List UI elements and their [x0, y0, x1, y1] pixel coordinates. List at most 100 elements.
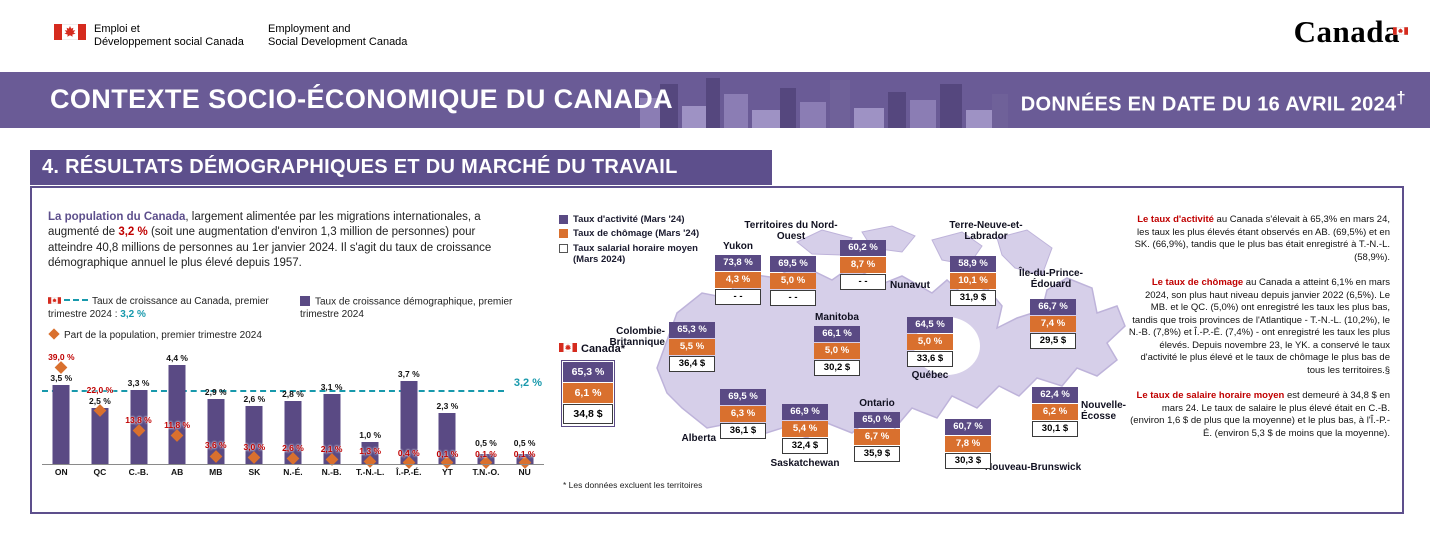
activity-rate-value: 69,5 %	[770, 256, 816, 272]
chart-columns: 3,5 % 39,0 % 2,5 % 22,0 % 3,3 % 13,8 % 4,4 % 11…	[42, 352, 544, 469]
dept-fr-line2: Développement social Canada	[94, 36, 244, 48]
population-share-label: 2,6 %	[282, 442, 304, 453]
region-name: Saskatchewan	[770, 458, 840, 469]
province-axis-label: C.-B.	[128, 467, 149, 477]
population-share-diamond	[54, 361, 68, 374]
province-axis-label: ON	[54, 467, 68, 477]
activity-rate-value: 66,9 %	[782, 404, 828, 420]
region-data-box: 62,4 % 6,2 % 30,1 $	[1032, 387, 1078, 438]
map-legend-unemployment-label: Taux de chômage (Mars '24)	[573, 228, 700, 240]
intro-seg1: , largement alimentée par les migrations…	[48, 211, 481, 239]
department-name-english: Employment and Social Development Canada	[268, 23, 407, 49]
growth-value-label: 2,9 %	[204, 386, 227, 397]
region-name: Québec	[911, 370, 949, 381]
unemployment-rate-value: 6,7 %	[854, 429, 900, 445]
province-axis-label: Î.-P.-É.	[396, 467, 422, 477]
intro-lead: La population du Canada	[48, 211, 186, 223]
activity-rate-value: 65,3 %	[563, 362, 613, 382]
unemployment-rate-value: 4,3 %	[715, 272, 761, 288]
region-data-box: 60,2 % 8,7 % - -	[840, 240, 886, 291]
wage-value: - -	[840, 274, 886, 290]
region-name: Nunavut	[890, 280, 930, 291]
region-name: Nouvelle-Écosse	[1081, 400, 1127, 423]
province-axis-label: T.N.-O.	[472, 467, 500, 477]
region-data-box: 66,9 % 5,4 % 32,4 $	[782, 404, 828, 455]
activity-rate-value: 65,3 %	[669, 322, 715, 338]
region-name-label: Nouvelle-Écosse	[1081, 400, 1141, 422]
region-name: Île-du-Prince-Édouard	[1019, 268, 1083, 291]
legend-line-label: Taux de croissance au Canada, premier tr…	[48, 296, 269, 320]
region-name: Manitoba	[815, 312, 859, 323]
region-name-label: Terre-Neuve-et-Labrador	[940, 220, 1032, 242]
population-share-label: 3,0 %	[243, 441, 266, 452]
region-name-label: Alberta	[658, 433, 716, 444]
activity-rate-value: 66,7 %	[1030, 299, 1076, 315]
activity-rate-value: 60,7 %	[945, 419, 991, 435]
province-axis-label: T.-N.-L.	[356, 467, 385, 477]
dept-en-line1: Employment and	[268, 23, 351, 35]
department-name-french: Emploi et Développement social Canada	[94, 23, 244, 49]
region-data-box: 69,5 % 6,3 % 36,1 $	[720, 389, 766, 440]
province-axis-label: N.-B.	[321, 467, 342, 477]
population-share-label: 13,8 %	[125, 414, 152, 425]
region-name: Alberta	[681, 433, 716, 444]
region-name-label: Canada*	[558, 342, 629, 355]
chart-column-N.-É.: 2,8 % 2,6 %	[274, 358, 313, 465]
insight-text: est demeuré à 34,8 $ en mars 24. Le taux…	[1130, 390, 1390, 439]
wage-swatch-icon	[559, 243, 568, 253]
unemployment-rate-value: 7,4 %	[1030, 316, 1076, 332]
region-name: Canada*	[581, 343, 626, 355]
legend-line-value: 3,2 %	[120, 308, 146, 320]
activity-rate-value: 60,2 %	[840, 240, 886, 256]
unemployment-rate-value: 5,0 %	[907, 334, 953, 350]
wage-value: 30,3 $	[945, 453, 991, 469]
growth-bar-chart: 3,2 % 3,5 % 39,0 % 2,5 % 22,0 % 3,3 % 13,8 % 4…	[42, 352, 544, 469]
chart-column-Î.-P.-É.: 3,7 % 0,4 %	[389, 358, 428, 469]
legend-population-share: Part de la population, premier trimestre…	[48, 328, 328, 343]
province-axis-label: YT	[441, 467, 453, 477]
population-share-label: 3,6 %	[204, 440, 227, 450]
growth-bar	[400, 380, 418, 465]
activity-rate-value: 65,0 %	[854, 412, 900, 428]
map-legend-wage: Taux salarial horaire moyen (Mars 2024)	[559, 243, 711, 266]
region-name-label: Saskatchewan	[745, 458, 865, 469]
insight-activity-rate: Le taux d'activité au Canada s'élevait à…	[1128, 214, 1390, 264]
region-data-box: 65,3 % 5,5 % 36,4 $	[669, 322, 715, 373]
chart-category-axis: ON QC C.-B. AB MB SK N.-É. N.-B. T.-N.-L. Î.-P.-É…	[42, 467, 544, 477]
region-data-box: 73,8 % 4,3 % - -	[715, 255, 761, 306]
growth-bar	[245, 405, 263, 465]
map-footnote: * Les données excluent les territoires	[563, 480, 703, 490]
region-data-box: 65,0 % 6,7 % 35,9 $	[854, 412, 900, 463]
growth-bar	[168, 364, 186, 465]
region-data-box: 66,7 % 7,4 % 29,5 $	[1030, 299, 1076, 350]
wordmark-text: Canad	[1293, 14, 1384, 49]
region-data-box: 64,5 % 5,0 % 33,6 $	[907, 317, 953, 368]
region-data-box: 66,1 % 5,0 % 30,2 $	[814, 326, 860, 377]
title-banner: CONTEXTE SOCIO-ÉCONOMIQUE DU CANADA DONN…	[0, 72, 1430, 128]
unemployment-rate-value: 5,0 %	[814, 343, 860, 359]
insight-wage-rate: Le taux de salaire horaire moyen est dem…	[1128, 390, 1390, 440]
chart-column-NU: 0,5 % 0,1 %	[505, 358, 544, 469]
growth-value-label: 1,0 %	[359, 430, 382, 441]
canada-map-panel: Taux d'activité (Mars '24) Taux de chôma…	[557, 204, 1142, 504]
wage-value: 31,9 $	[950, 290, 996, 306]
wage-value: 29,5 $	[1030, 333, 1076, 349]
chart-column-C.-B.: 3,3 % 13,8 %	[119, 358, 158, 465]
reference-line-label: 3,2 %	[513, 377, 542, 389]
unemployment-rate-value: 10,1 %	[950, 273, 996, 289]
legend-diamond-label: Part de la population, premier trimestre…	[64, 330, 262, 341]
insight-lead: Le taux de chômage	[1151, 277, 1244, 289]
population-share-label: 2,1 %	[320, 443, 343, 454]
chart-column-AB: 4,4 % 11,8 %	[158, 353, 197, 465]
canada-flag-icon	[47, 296, 62, 307]
activity-rate-value: 64,5 %	[907, 317, 953, 333]
wage-value: 36,4 $	[669, 356, 715, 372]
province-axis-label: MB	[209, 467, 223, 477]
population-share-label: 22,0 %	[86, 384, 114, 395]
unemployment-rate-value: 6,3 %	[720, 406, 766, 422]
chart-column-MB: 2,9 % 3,6 %	[196, 358, 235, 465]
unemployment-rate-value: 5,0 %	[770, 273, 816, 289]
canada-flag-icon	[53, 23, 87, 41]
unemployment-rate-value: 6,1 %	[563, 383, 613, 403]
